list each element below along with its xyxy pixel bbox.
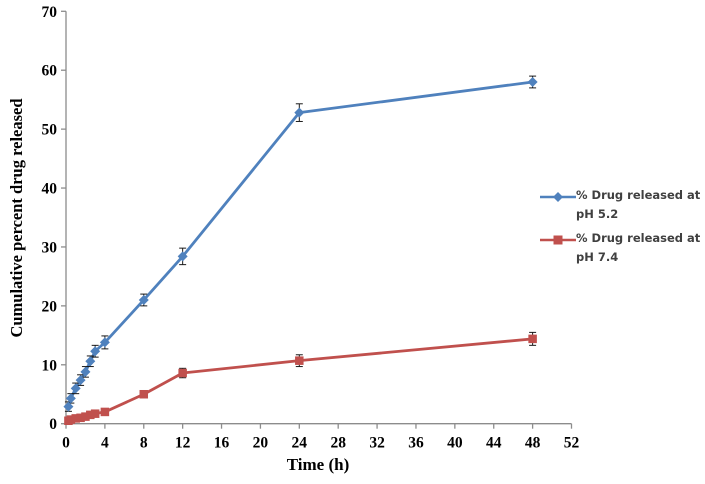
data-point-diamond — [177, 251, 188, 262]
x-tick-label: 36 — [408, 435, 424, 452]
data-point-square — [81, 412, 90, 421]
x-tick-label: 0 — [62, 435, 70, 452]
x-tick-label: 32 — [369, 435, 385, 452]
data-point-square — [178, 368, 187, 378]
x-tick-label: 16 — [214, 435, 230, 452]
y-tick-label: 50 — [42, 122, 58, 139]
x-tick-label: 4 — [101, 435, 109, 452]
data-point-diamond — [294, 107, 305, 118]
data-point-diamond — [90, 346, 101, 357]
data-point-diamond — [75, 375, 86, 386]
data-point-diamond — [138, 294, 149, 305]
x-tick-label: 24 — [292, 435, 308, 452]
data-point-diamond — [65, 393, 76, 404]
x-tick-label: 12 — [175, 435, 191, 452]
x-tick-label: 20 — [253, 435, 269, 452]
x-axis-title: Time (h) — [286, 455, 350, 474]
legend: % Drug released at pH 5.2 % Drug release… — [540, 186, 704, 267]
data-point-square — [76, 413, 85, 423]
series-ph-5-2-swatch-icon — [540, 192, 576, 202]
data-point-diamond — [80, 366, 91, 377]
data-point-square — [100, 407, 110, 417]
x-tick-label: 28 — [330, 435, 346, 452]
data-point-square — [86, 410, 95, 420]
x-tick-label: 40 — [447, 435, 463, 452]
y-tick-label: 60 — [42, 63, 58, 80]
y-axis-title: Cumulative percent drug released — [7, 98, 26, 338]
data-point-square — [139, 389, 149, 399]
data-point-diamond — [63, 401, 74, 412]
legend-entry-ph-7-4: % Drug released at pH 7.4 — [540, 229, 704, 267]
y-tick-label: 30 — [42, 239, 58, 256]
data-point-diamond — [85, 356, 96, 367]
series-ph-7-4-swatch-icon — [540, 235, 576, 245]
series-line-ph-7-4 — [67, 337, 533, 423]
x-tick-label: 48 — [525, 435, 541, 452]
data-point-diamond — [527, 76, 538, 87]
data-point-square — [90, 409, 100, 418]
x-tick-label: 8 — [140, 435, 148, 452]
data-point-square — [295, 356, 304, 365]
legend-label-ph-7-4: % Drug released at pH 7.4 — [576, 231, 701, 264]
y-tick-label: 40 — [42, 181, 58, 198]
y-tick-label: 20 — [42, 298, 58, 315]
legend-label-ph-5-2: % Drug released at pH 5.2 — [576, 188, 701, 221]
data-point-square — [71, 414, 80, 423]
x-tick-label: 44 — [486, 435, 502, 452]
legend-entry-ph-5-2: % Drug released at pH 5.2 — [540, 186, 704, 224]
y-tick-label: 0 — [49, 416, 57, 433]
data-point-diamond — [99, 337, 110, 348]
data-point-diamond — [70, 383, 81, 394]
data-point-square — [66, 415, 76, 424]
x-tick-label: 52 — [564, 435, 580, 452]
y-tick-label: 10 — [42, 357, 58, 374]
data-point-square — [528, 334, 537, 344]
y-tick-label: 70 — [42, 4, 58, 21]
